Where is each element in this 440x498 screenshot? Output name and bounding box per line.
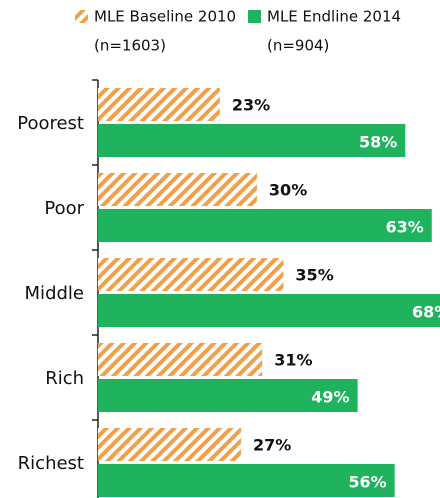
value-label: 63%	[385, 218, 423, 237]
value-label: 58%	[359, 133, 397, 152]
bar	[98, 88, 220, 121]
category-label: Richest	[18, 453, 84, 474]
legend-label: MLE Endline 2014	[267, 8, 401, 26]
bar	[98, 173, 257, 206]
bar	[98, 379, 358, 412]
legend-swatch	[248, 10, 261, 23]
bar	[98, 258, 284, 291]
bar	[98, 124, 406, 157]
category-label: Poorest	[17, 113, 84, 134]
category-label: Poor	[44, 198, 84, 219]
value-label: 23%	[232, 96, 270, 115]
value-label: 30%	[269, 181, 307, 200]
bar	[98, 428, 242, 461]
legend-sample: (n=1603)	[94, 37, 166, 55]
value-label: 31%	[274, 351, 312, 370]
value-label: 27%	[253, 436, 291, 455]
bar	[98, 209, 432, 242]
value-label: 49%	[311, 388, 349, 407]
legend-swatch	[75, 10, 88, 23]
category-label: Middle	[25, 283, 84, 304]
bar	[98, 464, 395, 497]
bar	[98, 294, 440, 327]
value-label: 35%	[295, 266, 333, 285]
bar	[98, 343, 263, 376]
value-label: 56%	[348, 473, 386, 492]
value-label: 68%	[412, 303, 440, 322]
legend-label: MLE Baseline 2010	[94, 8, 236, 26]
legend-sample: (n=904)	[267, 37, 329, 55]
category-label: Rich	[45, 368, 84, 389]
